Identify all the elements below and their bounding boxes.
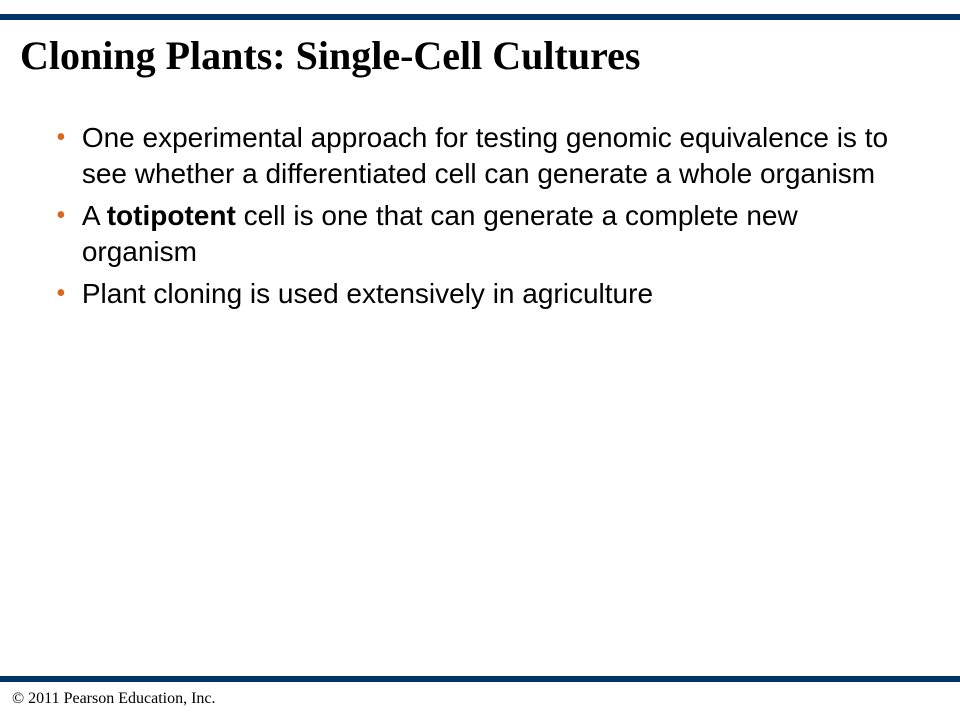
list-item: • Plant cloning is used extensively in a… <box>54 276 906 312</box>
slide-body: • One experimental approach for testing … <box>54 120 906 318</box>
copyright-text: © 2011 Pearson Education, Inc. <box>12 690 216 708</box>
bullet-text: Plant cloning is used extensively in agr… <box>82 276 653 312</box>
bullet-text: A totipotent cell is one that can genera… <box>82 198 906 270</box>
bullet-icon: • <box>56 276 66 312</box>
bullet-bold: totipotent <box>107 200 236 231</box>
slide-title: Cloning Plants: Single-Cell Cultures <box>20 34 940 78</box>
list-item: • One experimental approach for testing … <box>54 120 906 192</box>
bottom-divider-bar <box>0 676 960 682</box>
bullet-text: One experimental approach for testing ge… <box>82 120 906 192</box>
bullet-icon: • <box>56 198 66 234</box>
bullet-pre: Plant cloning is used extensively in agr… <box>82 278 653 309</box>
top-divider-bar <box>0 14 960 20</box>
slide: Cloning Plants: Single-Cell Cultures • O… <box>0 0 960 720</box>
bullet-pre: A <box>82 200 107 231</box>
list-item: • A totipotent cell is one that can gene… <box>54 198 906 270</box>
bullet-pre: One experimental approach for testing ge… <box>82 122 888 189</box>
bullet-icon: • <box>56 120 66 156</box>
